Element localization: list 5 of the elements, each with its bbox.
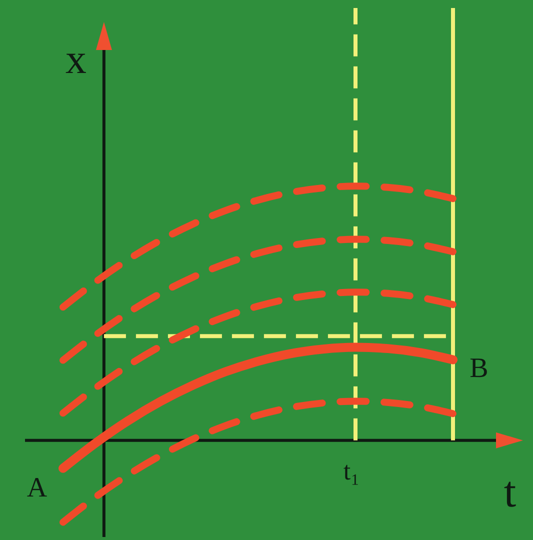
annotation: B [470,352,488,384]
x-axis-title: t [504,467,516,516]
annotation: t₁ [343,456,360,486]
annotation: A [26,472,48,504]
y-axis-title: x [65,37,86,83]
